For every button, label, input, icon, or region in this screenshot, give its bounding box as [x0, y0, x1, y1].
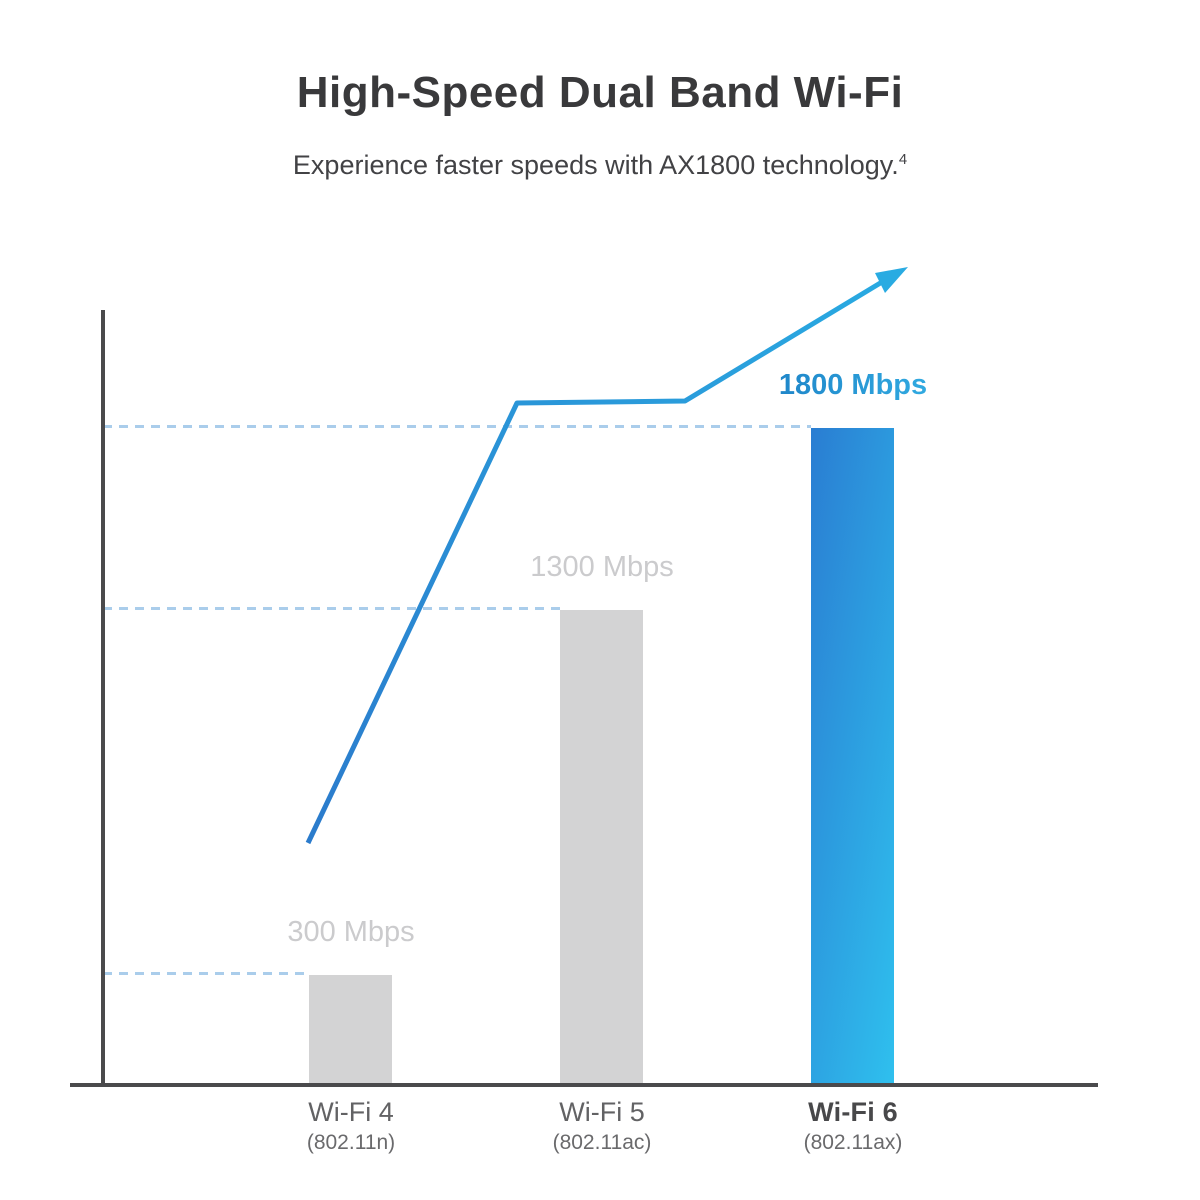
gridline-1300mbps [103, 607, 560, 610]
x-tick-sublabel: (802.11n) [306, 1131, 396, 1154]
gridline-1800mbps [103, 425, 811, 428]
value-label-wifi-4: 300 Mbps [287, 916, 415, 948]
page-title: High-Speed Dual Band Wi-Fi [296, 68, 904, 117]
x-tick-label: Wi-Fi 4 [308, 1097, 394, 1127]
x-tick-wifi-5: Wi-Fi 5 (802.11ac) [492, 1096, 712, 1158]
value-label-wifi-5: 1300 Mbps [530, 551, 674, 583]
trend-arrowhead-icon [875, 267, 908, 293]
x-tick-sublabel: (802.11ac) [552, 1131, 652, 1154]
bar-wifi-5 [560, 610, 643, 1085]
page-subtitle: Experience faster speeds with AX1800 tec… [0, 150, 1200, 181]
bar-wifi-4 [309, 975, 392, 1085]
x-tick-sublabel: (802.11ax) [803, 1131, 903, 1154]
x-tick-label: Wi-Fi 6 [808, 1097, 898, 1127]
bar-wifi-6 [811, 428, 894, 1085]
value-label-wifi-6: 1800 Mbps [743, 368, 963, 402]
x-tick-wifi-6: Wi-Fi 6 (802.11ax) [743, 1096, 963, 1158]
gridline-300mbps [103, 972, 309, 975]
x-tick-label: Wi-Fi 5 [559, 1097, 645, 1127]
subtitle-text: Experience faster speeds with AX1800 tec… [292, 150, 899, 180]
x-tick-wifi-4: Wi-Fi 4 (802.11n) [241, 1096, 461, 1158]
footnote-marker: 4 [898, 152, 908, 168]
